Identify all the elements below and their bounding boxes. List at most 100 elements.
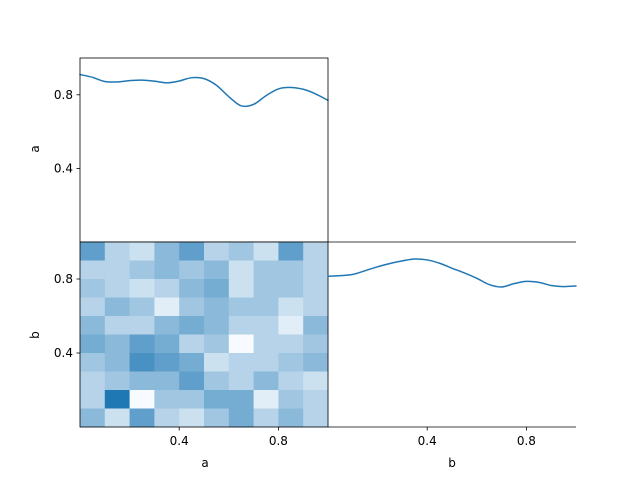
heatmap-cell-r0-c1 bbox=[104, 242, 130, 261]
heatmap-cell-r5-c8 bbox=[278, 334, 304, 354]
heatmap-cell-r6-c2 bbox=[129, 353, 155, 372]
diag-b-density-line bbox=[327, 258, 577, 288]
diag-b-xlabel: b bbox=[448, 456, 456, 470]
heatmap-cell-r8-c4 bbox=[179, 390, 205, 409]
heatmap-cell-r5-c6 bbox=[228, 334, 254, 354]
heatmap-cell-r4-c9 bbox=[303, 316, 329, 335]
heatmap-cell-r9-c8 bbox=[278, 408, 304, 428]
heatmap-cell-r4-c1 bbox=[104, 316, 130, 335]
heatmap-cell-r0-c3 bbox=[154, 242, 180, 261]
heatmap-cell-r5-c4 bbox=[179, 334, 205, 354]
heatmap-cell-r1-c0 bbox=[80, 260, 106, 280]
heatmap-cell-r8-c3 bbox=[154, 390, 180, 409]
heatmap-cell-r9-c7 bbox=[253, 408, 279, 428]
heatmap-cell-r1-c2 bbox=[129, 260, 155, 280]
heatmap-cell-r5-c3 bbox=[154, 334, 180, 354]
heatmap-cell-r7-c5 bbox=[204, 371, 230, 391]
heatmap-cell-r1-c8 bbox=[278, 260, 304, 280]
heatmap-cell-r7-c8 bbox=[278, 371, 304, 391]
diag-b-xtick-label-0: 0.4 bbox=[418, 434, 437, 448]
heatmap-cell-r9-c2 bbox=[129, 408, 155, 428]
heatmap-cell-r2-c4 bbox=[179, 279, 205, 298]
heatmap-cell-r9-c6 bbox=[228, 408, 254, 428]
heatmap-cell-r2-c1 bbox=[104, 279, 130, 298]
heatmap-cell-r6-c1 bbox=[104, 353, 130, 372]
diag-a-ytick-label-0: 0.4 bbox=[54, 161, 73, 175]
heatmap-cell-r3-c9 bbox=[303, 297, 329, 317]
heatmap-cell-r6-c3 bbox=[154, 353, 180, 372]
heatmap-cell-r3-c8 bbox=[278, 297, 304, 317]
heatmap-cell-r2-c2 bbox=[129, 279, 155, 298]
diag-b-panel: 0.4 0.8 bbox=[327, 241, 577, 448]
heatmap-cell-r8-c5 bbox=[204, 390, 230, 409]
hist-xlabel: a bbox=[201, 456, 208, 470]
heatmap-cell-r7-c9 bbox=[303, 371, 329, 391]
heatmap-cell-r8-c6 bbox=[228, 390, 254, 409]
heatmap-cell-r3-c2 bbox=[129, 297, 155, 317]
heatmap-cell-r6-c8 bbox=[278, 353, 304, 372]
heatmap-cell-r2-c8 bbox=[278, 279, 304, 298]
heatmap-cell-r1-c1 bbox=[104, 260, 130, 280]
heatmap-cell-r6-c5 bbox=[204, 353, 230, 372]
heatmap-cell-r6-c6 bbox=[228, 353, 254, 372]
heatmap-cell-r3-c5 bbox=[204, 297, 230, 317]
heatmap-cell-r3-c0 bbox=[80, 297, 106, 317]
heatmap-cell-r8-c8 bbox=[278, 390, 304, 409]
heatmap-cell-r8-c9 bbox=[303, 390, 329, 409]
heatmap-cell-r5-c7 bbox=[253, 334, 279, 354]
heatmap-cell-r9-c3 bbox=[154, 408, 180, 428]
heatmap-cell-r6-c9 bbox=[303, 353, 329, 372]
heatmap-cell-r5-c9 bbox=[303, 334, 329, 354]
hist-b-vs-a-xtick-label-0: 0.4 bbox=[170, 434, 189, 448]
heatmap-cell-r7-c1 bbox=[104, 371, 130, 391]
hist-b-vs-a-xtick-label-1: 0.8 bbox=[269, 434, 288, 448]
diag-b-xtick-label-1: 0.8 bbox=[517, 434, 536, 448]
heatmap-cell-r3-c3 bbox=[154, 297, 180, 317]
heatmap-cell-r9-c9 bbox=[303, 408, 329, 428]
heatmap-cell-r7-c3 bbox=[154, 371, 180, 391]
heatmap-cell-r7-c0 bbox=[80, 371, 106, 391]
heatmap-cell-r5-c0 bbox=[80, 334, 106, 354]
heatmap-cell-r8-c2 bbox=[129, 390, 155, 409]
heatmap-cell-r3-c7 bbox=[253, 297, 279, 317]
heatmap-cell-r1-c7 bbox=[253, 260, 279, 280]
heatmap-cell-r5-c5 bbox=[204, 334, 230, 354]
hist-b-vs-a-ytick-label-1: 0.8 bbox=[54, 272, 73, 286]
heatmap-cell-r5-c2 bbox=[129, 334, 155, 354]
heatmap-cell-r7-c2 bbox=[129, 371, 155, 391]
heatmap-cell-r7-c7 bbox=[253, 371, 279, 391]
diag-a-density-line bbox=[79, 73, 329, 108]
heatmap-cell-r8-c1 bbox=[104, 390, 130, 409]
heatmap-cell-r9-c5 bbox=[204, 408, 230, 428]
heatmap-cell-r4-c3 bbox=[154, 316, 180, 335]
heatmap-cell-r2-c7 bbox=[253, 279, 279, 298]
heatmap-cell-r2-c5 bbox=[204, 279, 230, 298]
heatmap-cell-r4-c4 bbox=[179, 316, 205, 335]
heatmap-cell-r5-c1 bbox=[104, 334, 130, 354]
heatmap-cell-r4-c5 bbox=[204, 316, 230, 335]
heatmap-cell-r9-c4 bbox=[179, 408, 205, 428]
heatmap-cell-r0-c9 bbox=[303, 242, 329, 261]
heatmap-cell-r4-c0 bbox=[80, 316, 106, 335]
heatmap-cell-r0-c0 bbox=[80, 242, 106, 261]
heatmap-cell-r0-c7 bbox=[253, 242, 279, 261]
heatmap-cell-r7-c6 bbox=[228, 371, 254, 391]
diag-a-ylabel: a bbox=[28, 145, 42, 152]
heatmap-cell-r9-c1 bbox=[104, 408, 130, 428]
heatmap-cell-r1-c9 bbox=[303, 260, 329, 280]
hist-b-vs-a-panel: 0.4 0.8 0.4 0.8 bbox=[54, 241, 329, 448]
heatmap-cell-r0-c4 bbox=[179, 242, 205, 261]
hist-b-vs-a-ytick-label-0: 0.4 bbox=[54, 346, 73, 360]
heatmap-cell-r6-c0 bbox=[80, 353, 106, 372]
heatmap-cell-r3-c6 bbox=[228, 297, 254, 317]
heatmap-cell-r6-c7 bbox=[253, 353, 279, 372]
heatmap-cell-r0-c8 bbox=[278, 242, 304, 261]
heatmap-cell-r1-c6 bbox=[228, 260, 254, 280]
hist-b-vs-a-frame bbox=[79, 241, 329, 428]
heatmap-cell-r4-c7 bbox=[253, 316, 279, 335]
heatmap-cell-r8-c7 bbox=[253, 390, 279, 409]
heatmap-cell-r0-c6 bbox=[228, 242, 254, 261]
heatmap-cell-r8-c0 bbox=[80, 390, 106, 409]
heatmap-cell-r0-c2 bbox=[129, 242, 155, 261]
